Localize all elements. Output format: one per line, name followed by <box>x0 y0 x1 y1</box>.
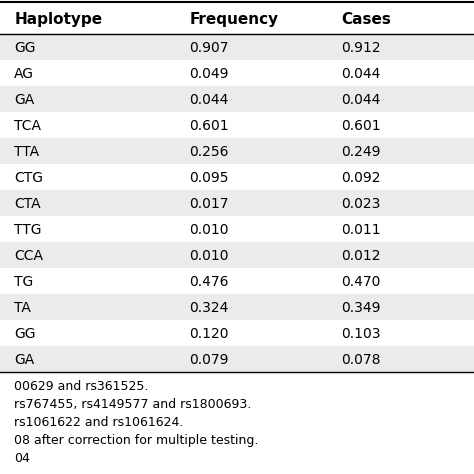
Text: 04: 04 <box>14 452 30 465</box>
Text: 0.049: 0.049 <box>190 67 229 82</box>
Text: 0.912: 0.912 <box>341 41 381 55</box>
Bar <box>0 320 474 346</box>
Text: 0.907: 0.907 <box>190 41 229 55</box>
Bar <box>0 86 474 112</box>
Text: 0.044: 0.044 <box>341 67 381 82</box>
Text: TCA: TCA <box>14 119 41 133</box>
Text: AG: AG <box>14 67 34 82</box>
Text: CTG: CTG <box>14 171 43 185</box>
Text: 0.103: 0.103 <box>341 328 381 341</box>
Bar <box>0 294 474 320</box>
Text: 0.012: 0.012 <box>341 249 381 263</box>
Text: 0.324: 0.324 <box>190 301 229 315</box>
Text: CTA: CTA <box>14 197 41 211</box>
Bar <box>0 164 474 190</box>
Bar <box>0 242 474 268</box>
Text: GA: GA <box>14 353 35 367</box>
Text: 0.023: 0.023 <box>341 197 381 211</box>
Text: Haplotype: Haplotype <box>14 12 102 27</box>
Text: 0.470: 0.470 <box>341 275 381 289</box>
Text: TG: TG <box>14 275 34 289</box>
Text: 00629 and rs361525.: 00629 and rs361525. <box>14 380 148 393</box>
Text: 0.120: 0.120 <box>190 328 229 341</box>
Text: rs1061622 and rs1061624.: rs1061622 and rs1061624. <box>14 416 183 429</box>
Bar <box>0 346 474 372</box>
Text: GA: GA <box>14 93 35 107</box>
Text: Cases: Cases <box>341 12 391 27</box>
Text: 0.476: 0.476 <box>190 275 229 289</box>
Text: 0.011: 0.011 <box>341 223 381 237</box>
Bar <box>0 60 474 86</box>
Bar <box>0 268 474 294</box>
Text: 08 after correction for multiple testing.: 08 after correction for multiple testing… <box>14 434 259 447</box>
Text: 0.010: 0.010 <box>190 249 229 263</box>
Bar <box>0 138 474 164</box>
Text: 0.078: 0.078 <box>341 353 381 367</box>
Text: 0.256: 0.256 <box>190 146 229 159</box>
Text: rs767455, rs4149577 and rs1800693.: rs767455, rs4149577 and rs1800693. <box>14 398 252 411</box>
Bar <box>0 190 474 216</box>
Text: 0.017: 0.017 <box>190 197 229 211</box>
Bar <box>0 216 474 242</box>
Text: 0.349: 0.349 <box>341 301 381 315</box>
Text: 0.601: 0.601 <box>341 119 381 133</box>
Text: 0.092: 0.092 <box>341 171 381 185</box>
Text: 0.095: 0.095 <box>190 171 229 185</box>
Text: GG: GG <box>14 41 36 55</box>
Text: 0.044: 0.044 <box>341 93 381 107</box>
Bar <box>0 112 474 138</box>
Bar <box>0 34 474 60</box>
Text: 0.079: 0.079 <box>190 353 229 367</box>
Text: 0.249: 0.249 <box>341 146 381 159</box>
Text: TTA: TTA <box>14 146 39 159</box>
Text: TTG: TTG <box>14 223 42 237</box>
Text: 0.010: 0.010 <box>190 223 229 237</box>
Text: CCA: CCA <box>14 249 43 263</box>
Text: 0.601: 0.601 <box>190 119 229 133</box>
Text: GG: GG <box>14 328 36 341</box>
Text: Frequency: Frequency <box>190 12 279 27</box>
Text: TA: TA <box>14 301 31 315</box>
Text: 0.044: 0.044 <box>190 93 229 107</box>
